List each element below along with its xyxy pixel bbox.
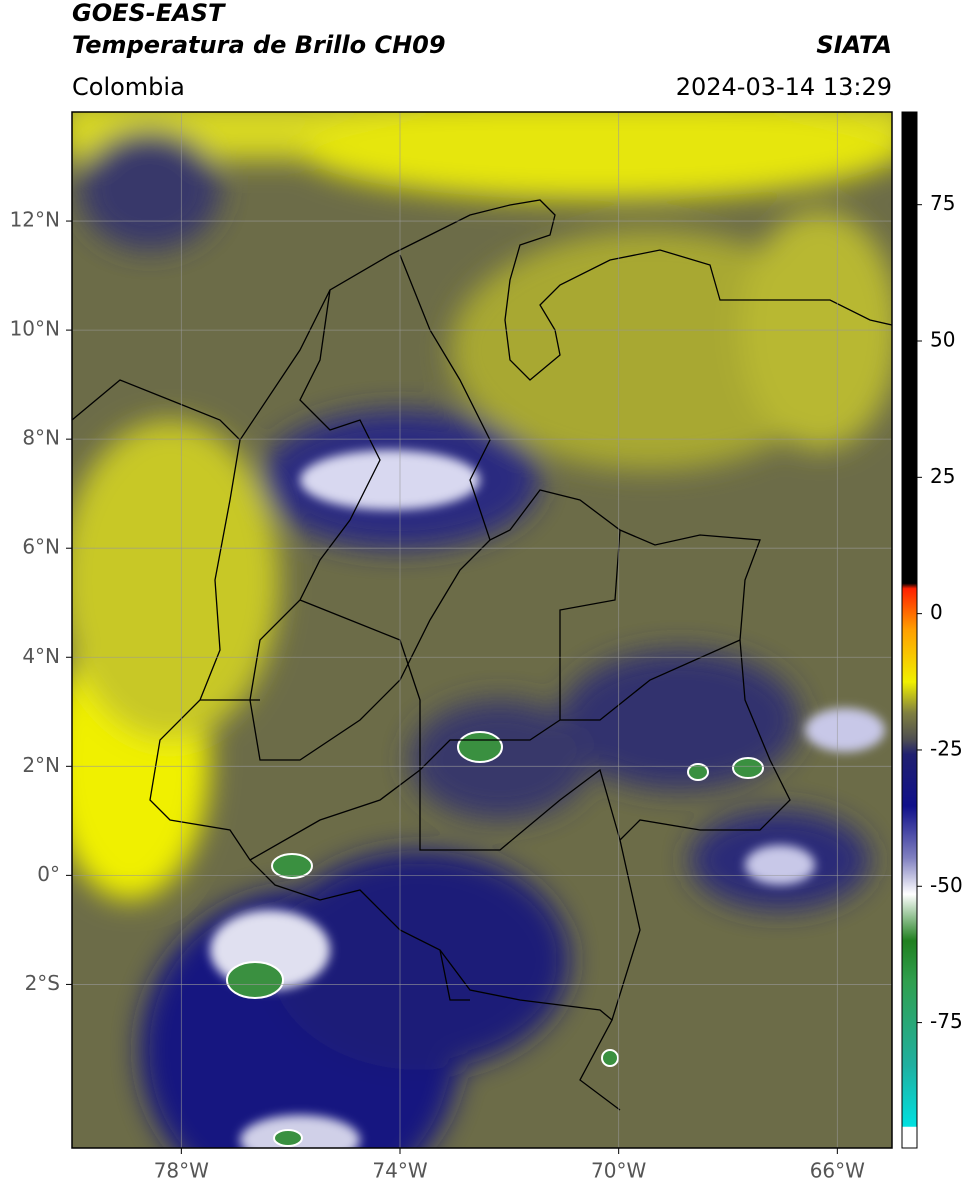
subtitle: Temperatura de Brillo CH09 [72, 31, 446, 59]
region: Colombia [72, 73, 185, 101]
colorbar-tick-label: -50 [930, 873, 963, 897]
y-tick-label: 4°N [22, 644, 60, 668]
x-tick-label: 66°W [810, 1159, 865, 1183]
y-tick-label: 10°N [10, 317, 60, 341]
y-tick-label: 12°N [10, 208, 60, 232]
y-tick-label: 2°N [22, 753, 60, 777]
y-tick-label: 2°S [25, 971, 60, 995]
colorbar [901, 111, 918, 1149]
satellite-image [72, 112, 892, 1148]
colorbar-tick-label: -75 [930, 1009, 963, 1033]
y-tick-label: 6°N [22, 535, 60, 559]
y-tick-label: 0° [37, 862, 60, 886]
x-tick-label: 78°W [154, 1159, 209, 1183]
colorbar-tick-label: 50 [930, 328, 955, 352]
map-frame [71, 111, 893, 1149]
colorbar-tick-label: 25 [930, 464, 955, 488]
colorbar-tick-label: -25 [930, 736, 963, 760]
source: SIATA [816, 31, 892, 59]
colorbar-ticks: 75 50 25 0 -25 -50 -75 [917, 191, 963, 1033]
x-tick-label: 70°W [591, 1159, 646, 1183]
x-tick-label: 74°W [372, 1159, 427, 1183]
datetime: 2024-03-14 13:29 [676, 73, 892, 101]
title: GOES-EAST [72, 0, 226, 27]
colorbar-tick-label: 75 [930, 191, 955, 215]
grid [66, 112, 892, 1154]
colorbar-tick-label: 0 [930, 600, 943, 624]
y-tick-label: 8°N [22, 426, 60, 450]
